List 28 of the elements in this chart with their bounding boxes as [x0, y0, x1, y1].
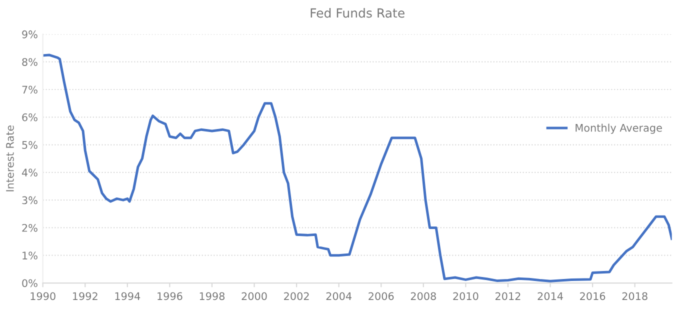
legend-label: Monthly Average — [576, 124, 662, 134]
x-tick-label: 1998 — [200, 292, 225, 300]
x-tick-label: 2002 — [284, 292, 309, 300]
y-tick-label: 0% — [22, 279, 38, 288]
y-tick-label: 6% — [22, 113, 38, 122]
x-tick-label: 2010 — [453, 292, 478, 300]
x-tick-label: 1992 — [73, 292, 98, 300]
y-tick-label: 2% — [22, 224, 38, 232]
y-tick-label: 3% — [22, 196, 38, 204]
x-tick-label: 2016 — [580, 292, 606, 300]
x-tick-label: 2014 — [538, 292, 563, 300]
x-tick-label: 1990 — [30, 292, 56, 300]
y-tick-label: 7% — [22, 86, 38, 94]
y-tick-label: 4% — [22, 168, 38, 177]
y-tick-label: 8% — [22, 58, 38, 66]
x-tick-label: 2018 — [622, 292, 648, 300]
y-tick-label: 9% — [22, 30, 38, 38]
chart-title: Fed Funds Rate — [310, 8, 404, 18]
x-tick-label: 1994 — [115, 292, 140, 300]
x-tick-label: 2008 — [410, 292, 436, 300]
x-tick-label: 1996 — [158, 292, 182, 300]
x-tick-label: 2000 — [242, 292, 267, 300]
y-tick-label: 1% — [22, 252, 38, 260]
y-tick-label: 5% — [22, 141, 38, 149]
y-axis-title: Interest Rate — [6, 126, 14, 192]
x-tick-label: 2012 — [495, 292, 520, 300]
x-tick-label: 2006 — [368, 292, 394, 300]
x-tick-label: 2004 — [326, 292, 352, 300]
